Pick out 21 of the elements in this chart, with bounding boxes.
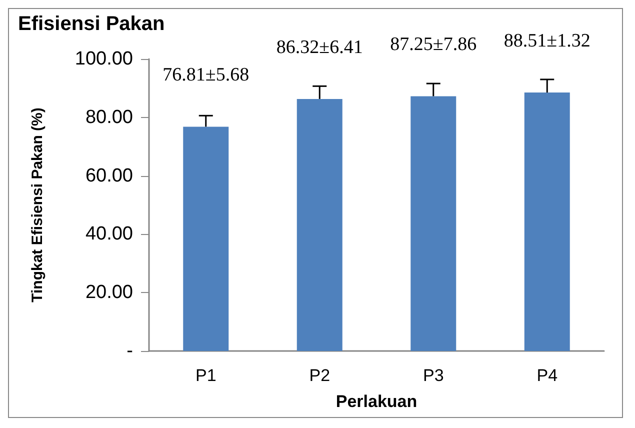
bar <box>183 126 229 351</box>
y-tick-label: 20.00 <box>85 282 133 304</box>
bar <box>296 98 342 351</box>
x-tick-label: P3 <box>422 366 444 385</box>
x-axis-title: Perlakuan <box>336 392 418 411</box>
data-label: 88.51±1.32 <box>504 30 590 52</box>
data-label: 87.25±7.86 <box>390 34 477 56</box>
x-tick-label: P1 <box>195 366 216 385</box>
x-tick-label: P4 <box>536 366 558 385</box>
y-tick-label: 80.00 <box>85 106 133 128</box>
x-tick-label: P2 <box>309 366 330 385</box>
y-tick-label: 60.00 <box>85 165 133 186</box>
bar <box>524 92 570 351</box>
bar <box>410 96 456 351</box>
y-axis-title: Tingkat Efisiensi Pakan (%) <box>29 108 46 302</box>
y-tick-label: 100.00 <box>74 48 133 70</box>
chart-title: Efisiensi Pakan <box>18 13 165 35</box>
y-tick-label: - <box>126 340 133 362</box>
data-label: 76.81±5.68 <box>162 64 250 86</box>
data-label: 86.32±6.41 <box>276 36 363 58</box>
y-tick-label: 40.00 <box>85 224 133 245</box>
